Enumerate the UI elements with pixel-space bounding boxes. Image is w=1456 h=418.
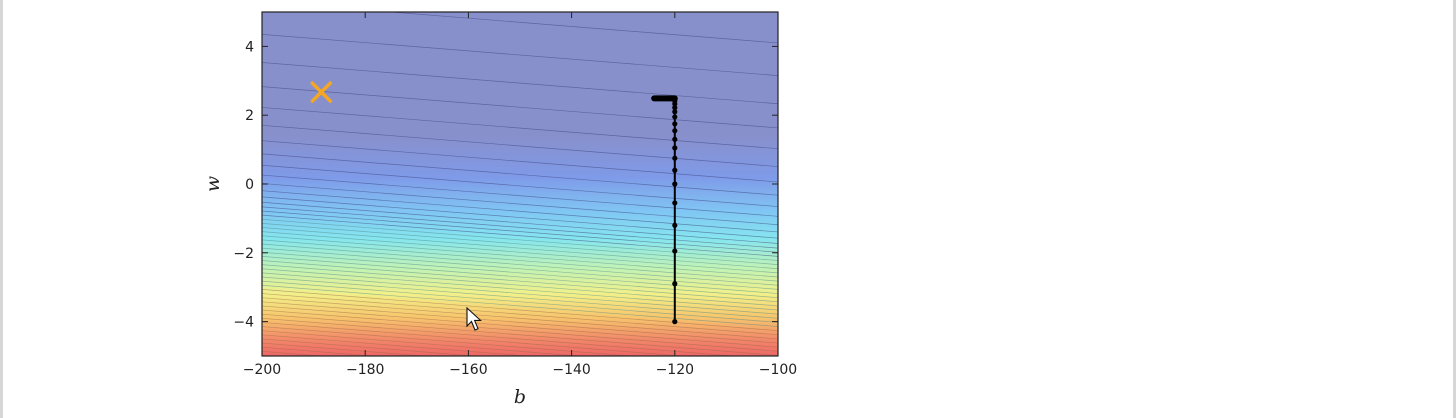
x-tick-label: −180 (346, 362, 384, 378)
contour-line (262, 309, 778, 352)
contour-line (386, 12, 778, 44)
contour-line (262, 206, 778, 249)
x-tick-label: −160 (449, 362, 487, 378)
contour-line (262, 190, 778, 233)
target-x-marker (310, 81, 333, 103)
contour-line (262, 86, 778, 129)
descent-step-point (672, 281, 678, 287)
contour-lines (262, 12, 778, 356)
contour-line (262, 196, 778, 239)
contour-line (262, 243, 778, 286)
contour-line (262, 338, 480, 356)
descent-step-point (672, 319, 678, 325)
descent-step-point (672, 167, 678, 173)
contour-line (262, 280, 778, 323)
descent-step-point (672, 121, 678, 127)
descent-step-point (672, 128, 678, 134)
contour-line (262, 227, 778, 270)
contour-line (262, 124, 778, 167)
contour-line (262, 293, 778, 336)
contour-line (262, 276, 778, 319)
contour-line (262, 223, 778, 265)
contour-line (262, 297, 778, 340)
y-tick-label: −4 (233, 315, 254, 331)
contour-line (262, 174, 778, 217)
descent-step-point (672, 109, 678, 115)
contour-line (262, 164, 778, 207)
contour-line (262, 289, 778, 332)
contour-line (262, 326, 635, 356)
descent-step-point (672, 155, 678, 161)
descent-path (651, 95, 678, 325)
x-tick-label: −200 (243, 362, 281, 378)
contour-line (262, 322, 686, 356)
contour-line (262, 330, 583, 356)
contour-line (262, 107, 778, 150)
contour-line (262, 247, 778, 290)
axis-tick-labels: −200 −180 −160 −140 −120 −100 −4 −2 0 2 4 (233, 39, 797, 378)
contour-fill-area (262, 12, 778, 356)
contour-line (262, 231, 778, 274)
contour-line (262, 284, 778, 327)
contour-line (262, 346, 377, 356)
x-tick-label: −120 (656, 362, 694, 378)
x-tick-label: −140 (552, 362, 590, 378)
contour-line (262, 183, 778, 226)
descent-step-point (672, 248, 678, 254)
descent-step-point (672, 136, 678, 142)
contour-line (262, 239, 778, 282)
axis-ticks (261, 12, 779, 356)
x-axis-label: b (514, 386, 526, 408)
descent-step-point (672, 114, 678, 120)
mouse-cursor-icon (466, 306, 482, 331)
contour-line (262, 272, 778, 315)
x-tick-label: −100 (759, 362, 797, 378)
contour-line (262, 218, 778, 261)
y-tick-label: 2 (245, 108, 254, 124)
contour-line (262, 317, 738, 356)
page-right-border (1453, 0, 1456, 418)
contour-line (262, 305, 778, 348)
y-tick-label: −2 (233, 246, 254, 262)
contour-line (262, 313, 778, 356)
descent-step-point (672, 200, 678, 206)
contour-line (262, 342, 428, 356)
contour-line (262, 251, 778, 294)
contour-line (262, 34, 778, 76)
y-tick-label: 0 (245, 177, 254, 193)
contour-line (262, 256, 778, 299)
descent-step-point (672, 222, 678, 228)
contour-line (262, 153, 778, 196)
target-x-stroke (310, 81, 333, 103)
contour-line (262, 62, 778, 105)
y-axis-label: w (202, 176, 224, 192)
contour-line (262, 264, 778, 307)
contour-line (262, 268, 778, 311)
contour-line (262, 210, 778, 253)
descent-step-point (672, 181, 678, 187)
y-tick-label: 4 (245, 39, 254, 55)
contour-line (262, 140, 778, 183)
contour-line (262, 235, 778, 278)
contour-line (262, 214, 778, 257)
descent-step-point (672, 145, 678, 151)
contour-line (262, 260, 778, 303)
contour-line (262, 201, 778, 244)
contour-line (262, 301, 778, 344)
page-left-border (0, 0, 3, 418)
cursor-arrow (466, 306, 482, 331)
descent-step-point (672, 105, 678, 111)
